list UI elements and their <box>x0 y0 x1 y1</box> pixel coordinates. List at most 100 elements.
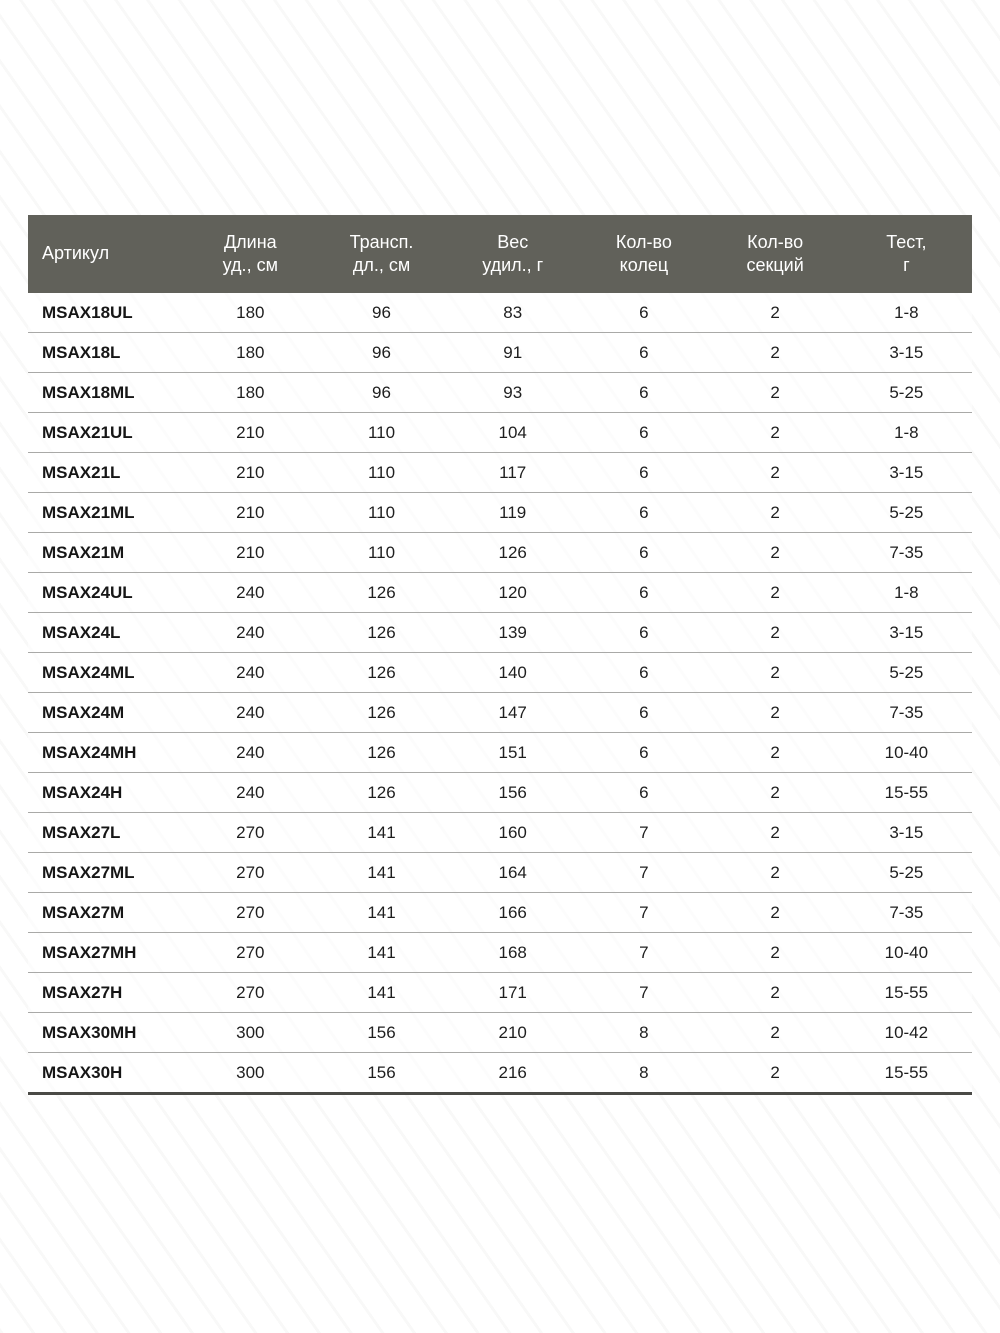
column-header: Артикул <box>28 215 185 293</box>
value-cell: 1-8 <box>840 572 972 613</box>
value-cell: 210 <box>184 452 316 493</box>
table-row: MSAX24L 240 126 139 6 2 3-15 <box>28 612 972 653</box>
value-cell: 180 <box>184 372 316 413</box>
table-row: MSAX27ML 270 141 164 7 2 5-25 <box>28 852 972 893</box>
article-cell: MSAX24MH <box>28 732 185 773</box>
table-row: MSAX24ML 240 126 140 6 2 5-25 <box>28 652 972 693</box>
value-cell: 6 <box>578 532 710 573</box>
value-cell: 2 <box>709 412 841 453</box>
value-cell: 6 <box>578 652 710 693</box>
value-cell: 126 <box>315 612 448 653</box>
header-row: Артикул Длина уд., см Трансп. дл., см Вес удил… <box>28 215 972 293</box>
value-cell: 15-55 <box>840 972 972 1013</box>
value-cell: 8 <box>578 1012 710 1053</box>
value-cell: 2 <box>709 572 841 613</box>
value-cell: 126 <box>315 772 448 813</box>
value-cell: 6 <box>578 452 710 493</box>
value-cell: 180 <box>184 293 316 333</box>
value-cell: 104 <box>447 412 579 453</box>
value-cell: 2 <box>709 452 841 493</box>
value-cell: 110 <box>315 532 448 573</box>
table-row: MSAX24UL 240 126 120 6 2 1-8 <box>28 572 972 613</box>
value-cell: 2 <box>709 293 841 333</box>
article-cell: MSAX27M <box>28 892 185 933</box>
value-cell: 8 <box>578 1052 710 1095</box>
value-cell: 5-25 <box>840 492 972 533</box>
table-row: MSAX18L 180 96 91 6 2 3-15 <box>28 332 972 373</box>
value-cell: 126 <box>315 572 448 613</box>
value-cell: 300 <box>184 1052 316 1095</box>
value-cell: 210 <box>184 492 316 533</box>
value-cell: 210 <box>184 412 316 453</box>
table-row: MSAX21UL 210 110 104 6 2 1-8 <box>28 412 972 453</box>
value-cell: 3-15 <box>840 812 972 853</box>
value-cell: 7-35 <box>840 892 972 933</box>
value-cell: 10-40 <box>840 932 972 973</box>
value-cell: 141 <box>315 932 448 973</box>
value-cell: 7 <box>578 892 710 933</box>
value-cell: 151 <box>447 732 579 773</box>
value-cell: 270 <box>184 972 316 1013</box>
value-cell: 126 <box>315 652 448 693</box>
article-cell: MSAX24ML <box>28 652 185 693</box>
value-cell: 2 <box>709 1052 841 1095</box>
value-cell: 216 <box>447 1052 579 1095</box>
value-cell: 15-55 <box>840 772 972 813</box>
value-cell: 270 <box>184 852 316 893</box>
value-cell: 96 <box>315 332 448 373</box>
article-cell: MSAX18L <box>28 332 185 373</box>
column-header: Вес удил., г <box>447 215 579 293</box>
value-cell: 141 <box>315 852 448 893</box>
value-cell: 240 <box>184 572 316 613</box>
article-cell: MSAX27ML <box>28 852 185 893</box>
value-cell: 1-8 <box>840 412 972 453</box>
value-cell: 6 <box>578 492 710 533</box>
article-cell: MSAX27L <box>28 812 185 853</box>
value-cell: 117 <box>447 452 579 493</box>
table-row: MSAX18ML 180 96 93 6 2 5-25 <box>28 372 972 413</box>
value-cell: 2 <box>709 972 841 1013</box>
column-header: Трансп. дл., см <box>315 215 448 293</box>
table-row: MSAX27L 270 141 160 7 2 3-15 <box>28 812 972 853</box>
value-cell: 156 <box>315 1012 448 1053</box>
article-cell: MSAX21UL <box>28 412 185 453</box>
value-cell: 270 <box>184 892 316 933</box>
table-row: MSAX27H 270 141 171 7 2 15-55 <box>28 972 972 1013</box>
table-row: MSAX18UL 180 96 83 6 2 1-8 <box>28 293 972 333</box>
value-cell: 2 <box>709 1012 841 1053</box>
value-cell: 6 <box>578 572 710 613</box>
value-cell: 6 <box>578 692 710 733</box>
table-row: MSAX27M 270 141 166 7 2 7-35 <box>28 892 972 933</box>
column-header: Длина уд., см <box>184 215 316 293</box>
article-cell: MSAX24L <box>28 612 185 653</box>
article-cell: MSAX18ML <box>28 372 185 413</box>
table-row: MSAX24MH 240 126 151 6 2 10-40 <box>28 732 972 773</box>
value-cell: 270 <box>184 812 316 853</box>
value-cell: 2 <box>709 372 841 413</box>
value-cell: 7-35 <box>840 692 972 733</box>
article-cell: MSAX18UL <box>28 293 185 333</box>
value-cell: 110 <box>315 452 448 493</box>
article-cell: MSAX30H <box>28 1052 185 1095</box>
value-cell: 120 <box>447 572 579 613</box>
value-cell: 3-15 <box>840 332 972 373</box>
value-cell: 10-40 <box>840 732 972 773</box>
value-cell: 166 <box>447 892 579 933</box>
value-cell: 2 <box>709 332 841 373</box>
value-cell: 6 <box>578 332 710 373</box>
value-cell: 6 <box>578 772 710 813</box>
value-cell: 6 <box>578 732 710 773</box>
article-cell: MSAX30MH <box>28 1012 185 1053</box>
value-cell: 126 <box>447 532 579 573</box>
value-cell: 6 <box>578 293 710 333</box>
value-cell: 110 <box>315 492 448 533</box>
value-cell: 7 <box>578 972 710 1013</box>
spec-table: Артикул Длина уд., см Трансп. дл., см Вес удил… <box>28 215 972 1095</box>
value-cell: 6 <box>578 412 710 453</box>
table-row: MSAX21L 210 110 117 6 2 3-15 <box>28 452 972 493</box>
value-cell: 147 <box>447 692 579 733</box>
value-cell: 300 <box>184 1012 316 1053</box>
spec-table-body: MSAX18UL 180 96 83 6 2 1-8 MSAX18L 180 96 91 6 2 3-15… <box>28 293 972 1095</box>
value-cell: 270 <box>184 932 316 973</box>
